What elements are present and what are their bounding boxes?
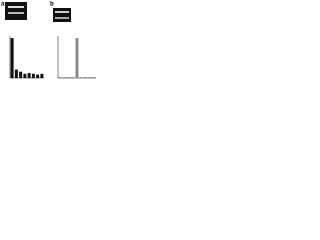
figure: a b — [1, 2, 96, 79]
bar — [79, 77, 83, 78]
gel-band — [55, 17, 69, 19]
panel-label: a — [1, 2, 5, 8]
bar — [62, 77, 66, 78]
bar — [10, 38, 14, 78]
bar — [31, 73, 35, 78]
bar — [92, 77, 96, 78]
bar — [75, 38, 79, 78]
gel-band — [55, 11, 69, 13]
bar — [14, 69, 18, 78]
bar — [40, 73, 44, 78]
bar — [58, 77, 62, 78]
page: a b (() => { const data = JSON.parse(doc… — [0, 0, 320, 82]
bar — [27, 72, 31, 78]
bar — [36, 74, 40, 78]
gel-band — [8, 12, 24, 14]
gel-band — [8, 6, 24, 8]
bar — [19, 71, 23, 78]
bar — [67, 77, 71, 78]
gel-image — [53, 8, 71, 22]
gel-image — [5, 2, 27, 20]
panel-label: b — [50, 2, 54, 8]
bar — [88, 77, 92, 78]
bar — [83, 77, 87, 78]
bar — [71, 77, 75, 78]
bar — [23, 73, 27, 78]
